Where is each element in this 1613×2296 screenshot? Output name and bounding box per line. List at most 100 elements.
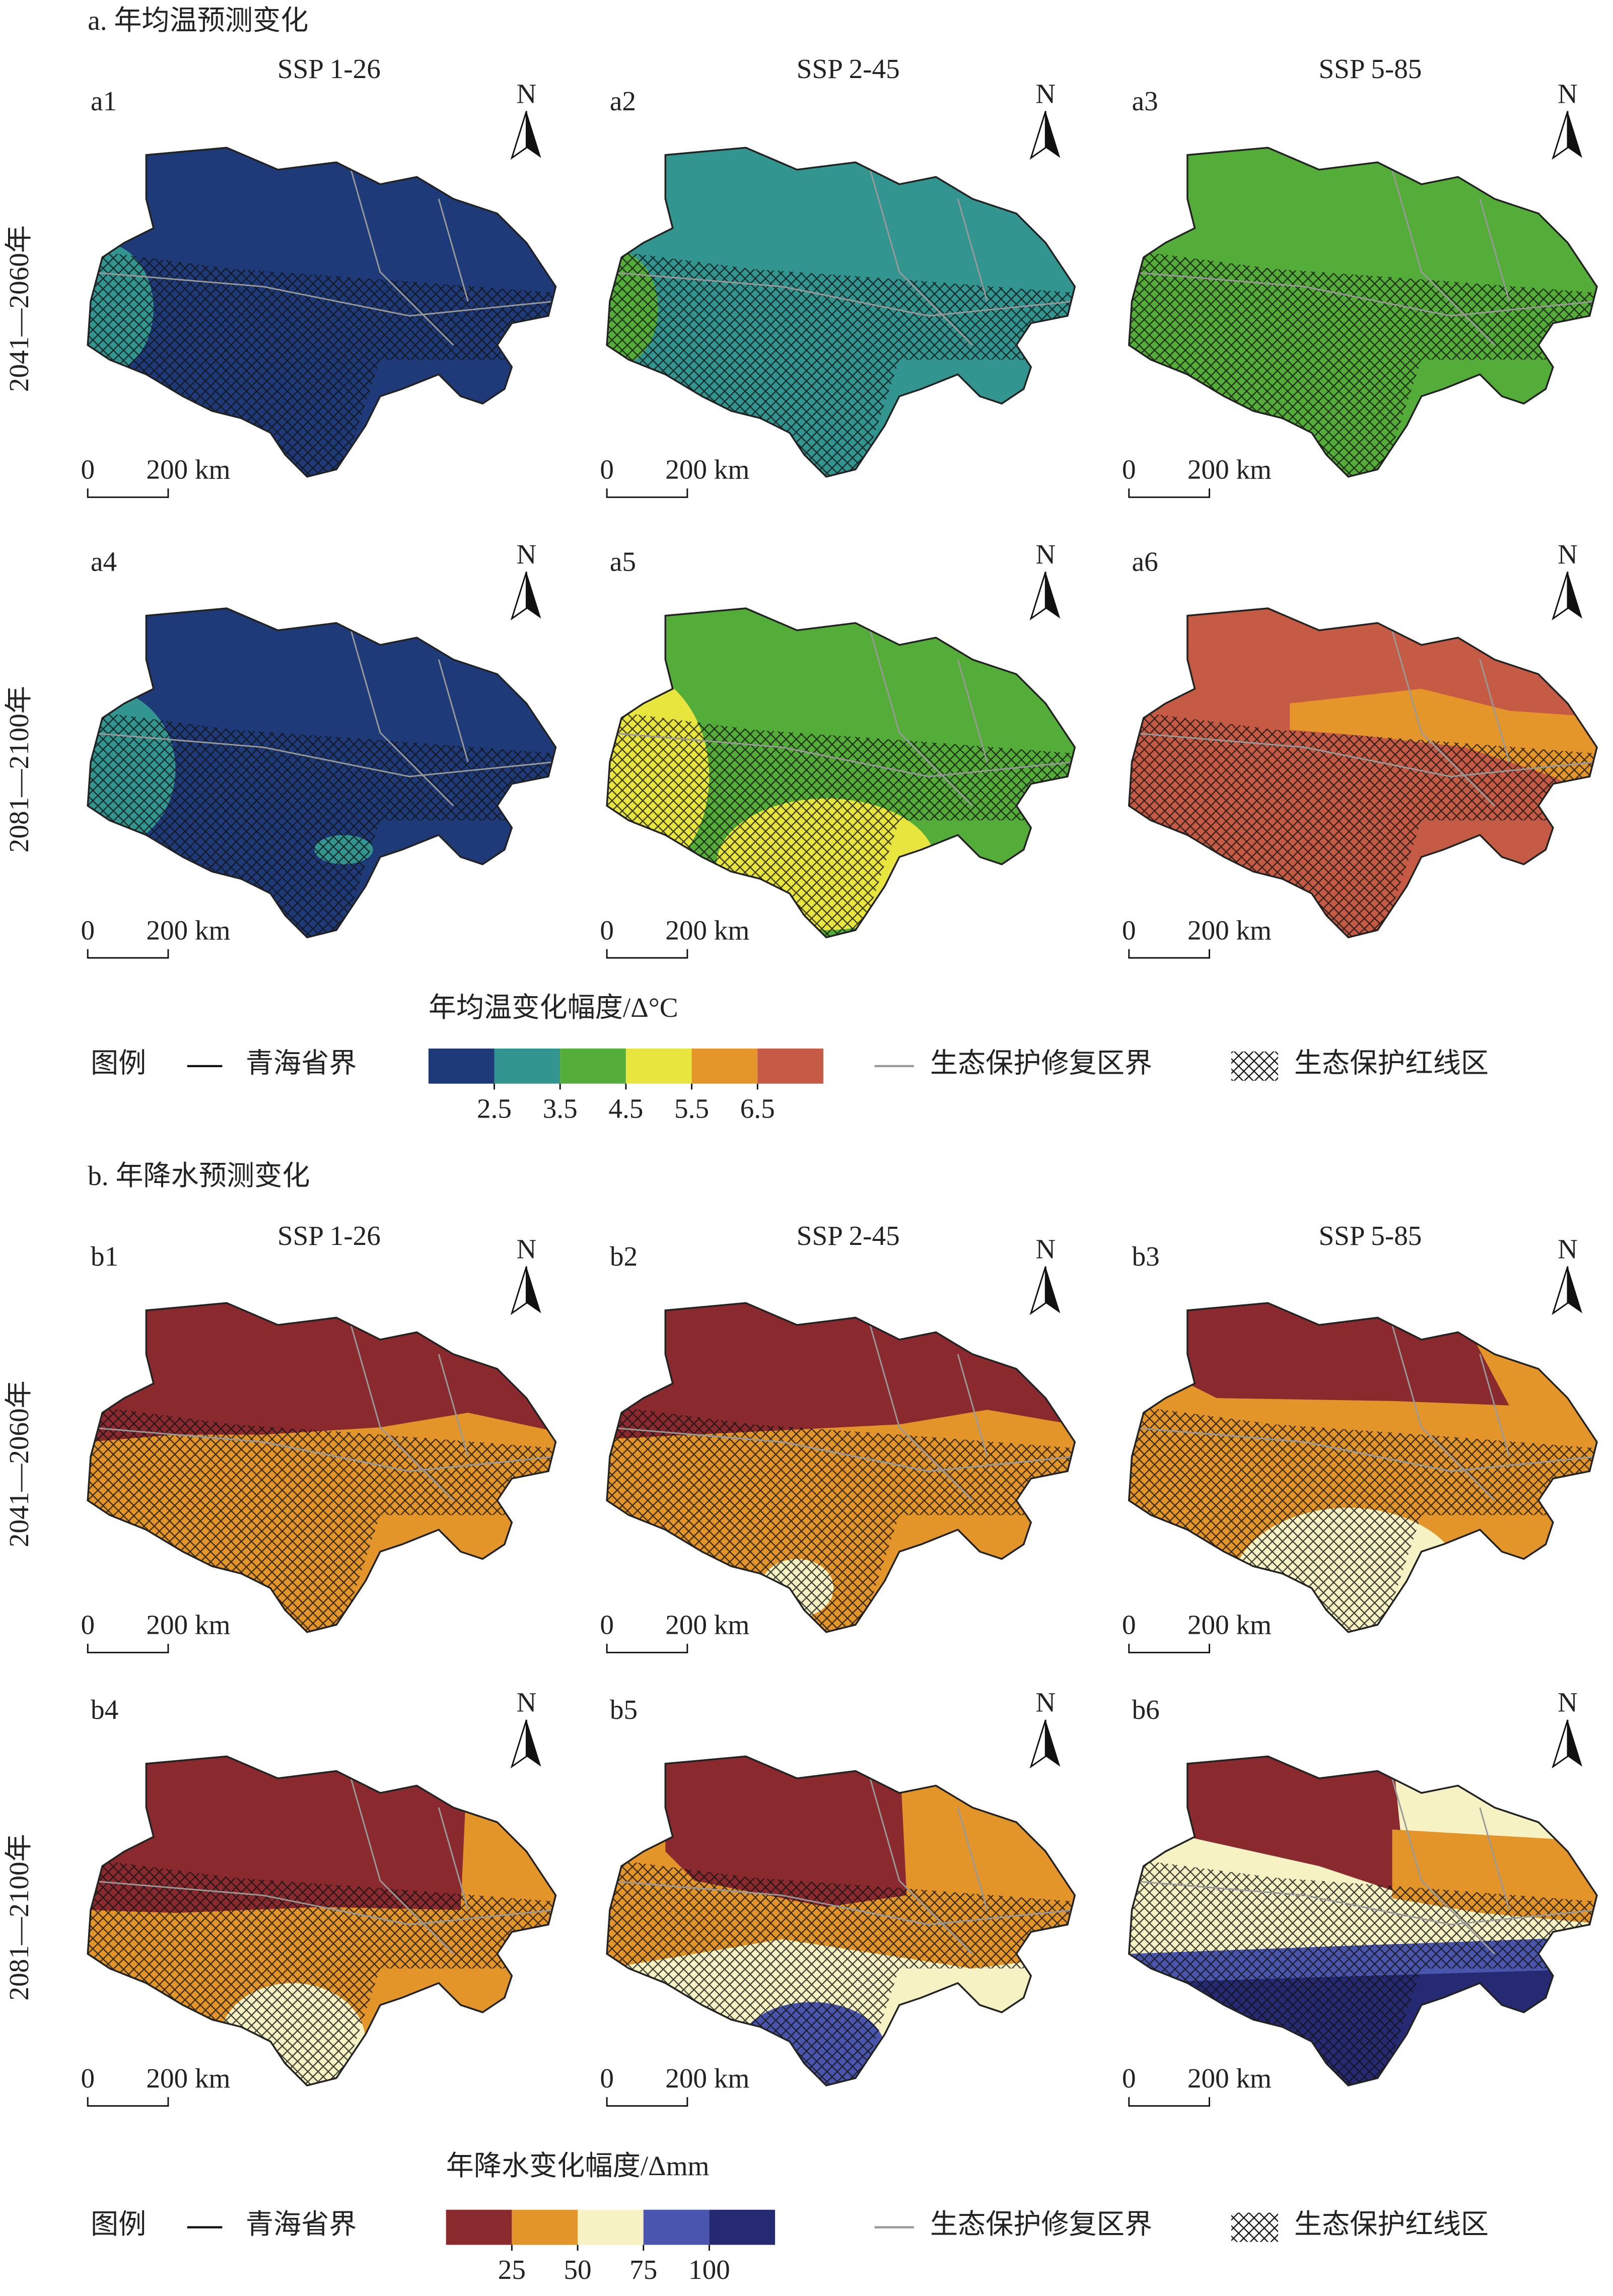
north-arrow	[1567, 1266, 1583, 1313]
scale-end: 200 km	[1187, 915, 1272, 945]
scale-bar	[87, 1643, 169, 1653]
legend-boundary: 青海省界	[246, 1048, 357, 1079]
scale-start: 0	[81, 1610, 95, 1640]
panel-label: a5	[610, 546, 636, 577]
legend-zone-boundary: 生态保护修复区界	[930, 1048, 1152, 1079]
north-arrow	[1045, 572, 1061, 619]
scale-end: 200 km	[665, 454, 749, 485]
legend-zone-boundary: 生态保护修复区界	[930, 2209, 1152, 2240]
legend-swatch	[757, 1049, 823, 1084]
scale-start: 0	[1122, 1610, 1136, 1640]
legend-swatch	[643, 2209, 710, 2245]
map-panel: b3 N 0 200 km	[1122, 1233, 1598, 1653]
region	[1187, 1756, 1407, 1896]
north-arrow	[526, 572, 541, 619]
zone-boundary	[1129, 169, 1597, 346]
scale-end: 200 km	[146, 2063, 230, 2094]
legend-scale-title: 年均温变化幅度/Δ°C	[429, 992, 678, 1023]
scale-end: 200 km	[665, 2063, 749, 2094]
legend-redline: 生态保护红线区	[1294, 1048, 1489, 1079]
north-arrow	[526, 1266, 541, 1313]
scale-start: 0	[81, 915, 95, 945]
legend-swatch	[709, 2209, 776, 2245]
legend-tick-label: 75	[629, 2254, 657, 2285]
row-label: 2081—2100年	[4, 686, 34, 853]
north-arrow	[1029, 571, 1046, 620]
legend-label: 图例	[91, 2209, 146, 2240]
column-header: SSP 1-26	[277, 1220, 381, 1251]
zone-boundary	[88, 1778, 556, 1955]
north-label: N	[516, 539, 536, 570]
north-arrow	[1567, 572, 1583, 619]
legend-tick-label: 2.5	[477, 1093, 512, 1124]
section-title: b. 年降水预测变化	[88, 1160, 310, 1191]
legend-swatch	[625, 1049, 692, 1084]
zone-boundary	[88, 169, 556, 346]
legend-swatch	[691, 1049, 758, 1084]
map-fill	[607, 1756, 1075, 2085]
row-label: 2041—2060年	[4, 225, 34, 392]
scale-start: 0	[81, 2063, 95, 2094]
section-title: a. 年均温预测变化	[88, 5, 308, 36]
north-arrow	[526, 1719, 541, 1767]
legend-swatch	[428, 1049, 495, 1084]
panel-label: b4	[91, 1694, 118, 1725]
scale-start: 0	[1122, 2063, 1136, 2094]
column-header: SSP 2-45	[797, 53, 900, 84]
north-label: N	[1035, 78, 1056, 109]
north-arrow	[1029, 1719, 1046, 1769]
north-arrow	[510, 571, 527, 620]
scale-bar	[606, 488, 688, 498]
legend-hatch	[1231, 1051, 1279, 1081]
map-panel: a2 N 0 200 km	[600, 78, 1076, 498]
legend-swatch	[512, 2209, 578, 2245]
legend-boundary: 青海省界	[246, 2209, 357, 2240]
panel-label: b2	[610, 1241, 638, 1272]
column-header: SSP 5-85	[1319, 1220, 1422, 1251]
row-label: 2041—2060年	[4, 1380, 34, 1547]
map-panel: a1 N 0 200 km	[81, 78, 557, 498]
scale-end: 200 km	[1187, 2063, 1272, 2094]
map-panel: b4 N 0 200 km	[81, 1687, 557, 2107]
panel-label: a1	[91, 86, 117, 116]
legend-scale-title: 年降水变化幅度/Δmm	[446, 2150, 710, 2181]
legend-tick-label: 100	[688, 2254, 730, 2285]
scale-start: 0	[600, 915, 614, 945]
map-fill	[88, 1303, 556, 1632]
map-fill	[607, 608, 1075, 938]
map-fill	[88, 608, 556, 938]
scale-bar	[87, 949, 169, 959]
north-arrow	[526, 111, 541, 158]
north-label: N	[1035, 1687, 1056, 1718]
panel-label: b1	[91, 1241, 118, 1272]
legend-tick-label: 6.5	[740, 1093, 775, 1124]
scale-end: 200 km	[665, 1610, 749, 1640]
legend-redline: 生态保护红线区	[1294, 2209, 1489, 2240]
north-label: N	[1558, 1687, 1578, 1718]
map-panel: a5 N 0 200 km	[600, 539, 1076, 959]
scale-bar	[606, 2097, 688, 2107]
legend-tick-label: 50	[564, 2254, 591, 2285]
north-label: N	[516, 1233, 536, 1264]
scale-start: 0	[600, 454, 614, 485]
panel-label: a2	[610, 86, 636, 116]
north-label: N	[516, 78, 536, 109]
legend-swatch	[560, 1049, 626, 1084]
column-header: SSP 5-85	[1319, 53, 1422, 84]
legend-tick-label: 3.5	[543, 1093, 578, 1124]
map-fill	[1129, 1756, 1597, 2085]
zone-boundary	[607, 169, 1075, 346]
north-label: N	[516, 1687, 536, 1718]
scale-start: 0	[1122, 915, 1136, 945]
scale-end: 200 km	[665, 915, 749, 945]
north-arrow	[1567, 1719, 1583, 1767]
legend-tick-label: 5.5	[674, 1093, 709, 1124]
map-panel: b6 N 0 200 km	[1122, 1687, 1598, 2107]
scale-start: 0	[81, 454, 95, 485]
map-fill	[88, 148, 556, 477]
zone-boundary	[1129, 1325, 1597, 1501]
scale-bar	[1128, 2097, 1210, 2107]
legend-tick-label: 25	[498, 2254, 526, 2285]
north-label: N	[1035, 1233, 1056, 1264]
map-fill	[1129, 148, 1597, 477]
